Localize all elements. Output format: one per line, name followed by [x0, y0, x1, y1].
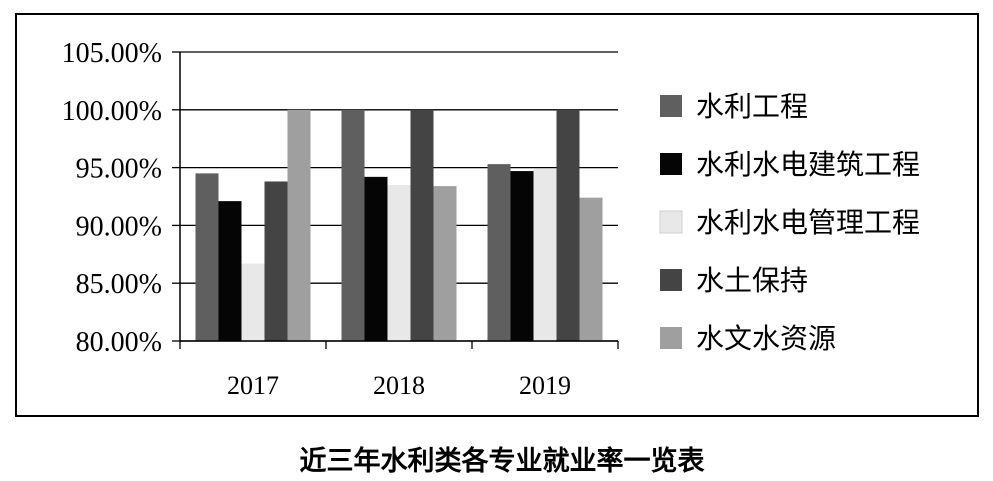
y-tick-label: 90.00%: [76, 211, 162, 242]
x-tick-label: 2017: [227, 371, 279, 400]
bar: [410, 109, 434, 341]
y-tick-label: 95.00%: [76, 154, 162, 185]
legend-swatch: [660, 327, 682, 349]
bar: [287, 109, 311, 341]
y-tick-label: 100.00%: [62, 96, 162, 127]
bar: [264, 181, 288, 341]
legend-swatch: [660, 153, 682, 175]
y-tick-label: 80.00%: [76, 327, 162, 358]
legend-label: 水利水电建筑工程: [696, 148, 920, 181]
legend-label: 水文水资源: [696, 322, 836, 355]
y-tick-label: 85.00%: [76, 269, 162, 300]
axes: 80.00% 85.00% 90.00% 95.00% 100.00% 105.00% 20…: [62, 38, 619, 400]
bar: [556, 109, 580, 341]
bar: [364, 176, 388, 341]
legend-swatch: [659, 210, 683, 234]
bar: [218, 201, 242, 341]
bar: [241, 263, 265, 341]
bar: [387, 184, 411, 341]
bars: [195, 109, 603, 341]
bar: [341, 109, 365, 341]
bar: [487, 164, 511, 341]
legend-label: 水利工程: [696, 90, 808, 123]
y-tick-label: 105.00%: [62, 38, 162, 69]
bar: [510, 171, 534, 341]
legend-label: 水利水电管理工程: [696, 206, 920, 239]
legend-swatch: [660, 95, 682, 117]
chart-caption: 近三年水利类各专业就业率一览表: [300, 445, 705, 477]
legend-swatch: [660, 269, 682, 291]
bar: [433, 186, 457, 341]
legend-label: 水土保持: [696, 264, 808, 297]
bar: [533, 168, 557, 341]
bar: [579, 197, 603, 341]
x-tick-label: 2018: [373, 371, 425, 400]
bar: [195, 173, 219, 341]
x-tick-label: 2019: [519, 371, 571, 400]
